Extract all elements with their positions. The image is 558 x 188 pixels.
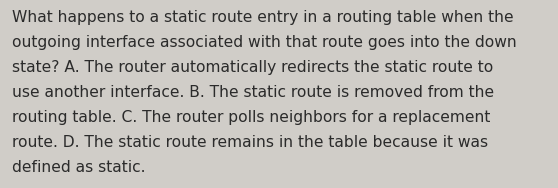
Text: state? A. The router automatically redirects the static route to: state? A. The router automatically redir… xyxy=(12,60,493,75)
Text: What happens to a static route entry in a routing table when the: What happens to a static route entry in … xyxy=(12,10,513,25)
Text: routing table. C. The router polls neighbors for a replacement: routing table. C. The router polls neigh… xyxy=(12,110,490,125)
Text: defined as static.: defined as static. xyxy=(12,160,146,175)
Text: outgoing interface associated with that route goes into the down: outgoing interface associated with that … xyxy=(12,35,517,50)
Text: use another interface. B. The static route is removed from the: use another interface. B. The static rou… xyxy=(12,85,494,100)
Text: route. D. The static route remains in the table because it was: route. D. The static route remains in th… xyxy=(12,135,488,150)
